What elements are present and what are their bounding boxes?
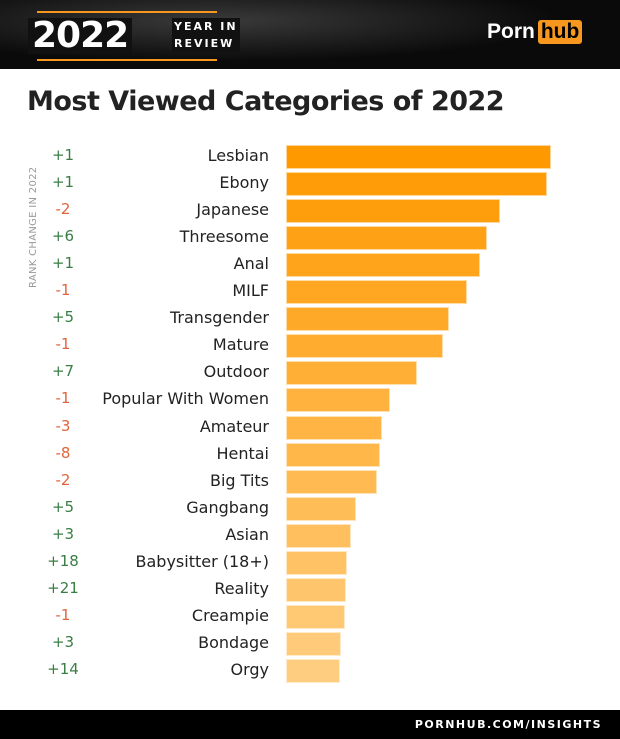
category-label: Creampie <box>191 605 269 625</box>
header-banner: 2022 YEAR IN REVIEW Porn hub <box>0 0 620 69</box>
bar <box>286 145 551 169</box>
year-in-review-label: YEAR IN REVIEW <box>172 18 240 52</box>
bar <box>286 253 480 278</box>
bar <box>286 415 382 440</box>
rank-change-label: +3 <box>51 632 75 651</box>
bar <box>286 388 390 413</box>
category-label: Outdoor <box>203 362 269 382</box>
rank-change-label: +5 <box>51 497 75 516</box>
rank-change-label: +1 <box>51 146 75 164</box>
bar <box>286 631 342 656</box>
rank-change-label: -1 <box>55 281 71 300</box>
category-label: Ebony <box>219 173 269 193</box>
footer: PORNHUB.COM/INSIGHTS <box>0 710 620 739</box>
bar <box>286 604 346 629</box>
rank-change-label: -3 <box>55 416 71 435</box>
category-label: Big Tits <box>210 470 269 490</box>
category-label: MILF <box>232 281 269 301</box>
subtitle-line1: YEAR IN <box>174 20 238 33</box>
rank-change-label: +1 <box>51 173 75 192</box>
logo-right: hub <box>537 20 583 44</box>
bar <box>286 307 449 332</box>
bar <box>286 523 351 548</box>
category-label: Reality <box>214 578 269 598</box>
category-label: Japanese <box>196 200 269 220</box>
category-label: Lesbian <box>207 146 269 165</box>
rank-change-label: -2 <box>55 470 71 489</box>
category-label: Amateur <box>199 416 269 436</box>
rank-change-label: -1 <box>55 605 71 624</box>
category-label: Babysitter (18+) <box>135 551 270 571</box>
bar <box>286 469 377 494</box>
year-in-review-frame <box>37 11 217 61</box>
bar <box>286 361 417 386</box>
bar <box>286 199 501 224</box>
chart-title: Most Viewed Categories of 2022 <box>27 86 505 117</box>
bar <box>286 550 347 575</box>
rank-change-label: -2 <box>55 200 71 219</box>
category-label: Threesome <box>179 227 269 247</box>
category-label: Asian <box>225 524 269 544</box>
category-label: Mature <box>212 335 269 355</box>
bar <box>286 226 487 251</box>
rank-change-label: +5 <box>51 308 75 327</box>
rank-change-label: +1 <box>51 254 75 273</box>
subtitle-line2: REVIEW <box>174 37 235 50</box>
rank-change-label: +6 <box>51 227 75 246</box>
category-label: Transgender <box>170 308 269 328</box>
year-label: 2022 <box>28 18 133 54</box>
bar <box>286 172 548 197</box>
logo-left: Porn <box>487 20 535 43</box>
category-label: Gangbang <box>186 497 269 517</box>
footer-link[interactable]: PORNHUB.COM/INSIGHTS <box>414 718 602 731</box>
bar <box>286 334 443 359</box>
bar <box>286 496 356 521</box>
rank-change-label: +18 <box>47 551 79 570</box>
rank-change-label: +14 <box>47 659 79 678</box>
category-label: Popular With Women <box>102 389 269 409</box>
rank-change-label: +7 <box>51 362 75 381</box>
rank-change-label: -1 <box>55 389 71 408</box>
category-label: Bondage <box>198 632 269 652</box>
rank-change-label: -8 <box>55 443 71 462</box>
bar <box>286 280 467 305</box>
bar <box>286 577 346 602</box>
category-label: Anal <box>233 254 269 274</box>
bar <box>286 442 381 467</box>
rank-change-label: +21 <box>47 578 79 597</box>
rank-change-label: +3 <box>51 524 75 543</box>
bar <box>286 658 341 683</box>
logo: Porn hub <box>487 20 583 44</box>
category-label: Orgy <box>230 659 269 679</box>
rank-change-label: -1 <box>55 335 71 354</box>
category-label: Hentai <box>216 443 269 463</box>
